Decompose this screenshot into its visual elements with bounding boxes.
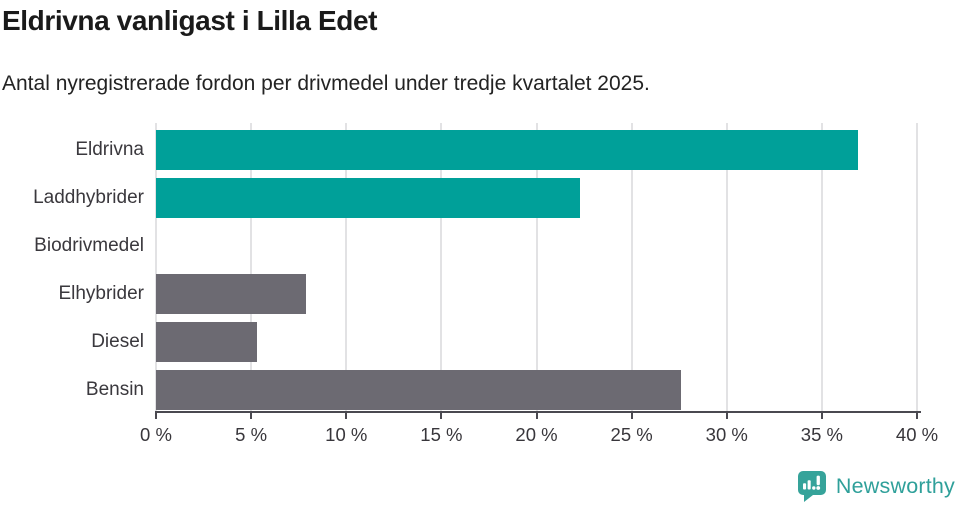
category-label: Eldrivna — [75, 139, 144, 160]
chart-subtitle: Antal nyregistrerade fordon per drivmede… — [2, 72, 650, 95]
category-label: Biodrivmedel — [34, 235, 144, 256]
category-labels: Eldrivna Laddhybrider Biodrivmedel Elhybrid… — [0, 123, 144, 412]
category-label: Bensin — [85, 379, 144, 400]
x-axis-tick — [345, 413, 348, 419]
category-label: Elhybrider — [58, 283, 144, 304]
x-axis-tick — [630, 413, 633, 419]
x-axis-line — [155, 411, 921, 413]
gridline — [820, 123, 823, 412]
x-axis-tick — [155, 413, 157, 419]
x-axis-tick-label: 5 % — [235, 424, 268, 445]
gridline — [535, 123, 538, 412]
x-axis-tick — [440, 413, 443, 419]
bar-diesel — [156, 322, 257, 362]
x-axis-tick-label: 35 % — [800, 424, 843, 445]
category-label: Diesel — [91, 331, 144, 352]
x-axis-tick-label: 0 % — [140, 424, 172, 445]
x-axis-tick-label: 25 % — [610, 424, 653, 445]
gridline — [155, 123, 157, 412]
x-axis-tick-label: 10 % — [325, 424, 368, 445]
gridline — [440, 123, 443, 412]
bar-elhybrider — [156, 274, 307, 314]
chart-title: Eldrivna vanligast i Lilla Edet — [2, 5, 378, 36]
x-axis-tick-label: 40 % — [895, 424, 939, 445]
bar-laddhybrider — [156, 178, 581, 218]
newsworthy-logo: Newsworthy — [797, 470, 955, 503]
gridline — [725, 123, 728, 412]
x-axis-tick — [916, 413, 918, 419]
gridline — [916, 123, 918, 412]
x-axis-tick-label: 20 % — [515, 424, 558, 445]
gridline — [250, 123, 253, 412]
x-axis-tick — [820, 413, 823, 419]
gridline — [345, 123, 348, 412]
x-axis-tick — [535, 413, 538, 419]
category-label: Laddhybrider — [33, 187, 144, 208]
newsworthy-logo-icon — [797, 471, 826, 502]
x-axis-tick-label: 30 % — [705, 424, 748, 445]
x-axis-tick — [725, 413, 728, 419]
bar-chart: Eldrivna Laddhybrider Biodrivmedel Elhybrid… — [0, 123, 938, 453]
x-axis-tick — [250, 413, 253, 419]
x-axis-tick-label: 15 % — [420, 424, 463, 445]
x-axis: 0 % 5 % 10 % 15 % 20 % 25 % 30 % 35 % 40 % — [140, 413, 938, 453]
gridline — [630, 123, 633, 412]
newsworthy-logo-text: Newsworthy — [835, 474, 955, 498]
plot-area — [155, 123, 918, 412]
bar-eldrivna — [156, 130, 859, 170]
bar-bensin — [156, 370, 682, 410]
